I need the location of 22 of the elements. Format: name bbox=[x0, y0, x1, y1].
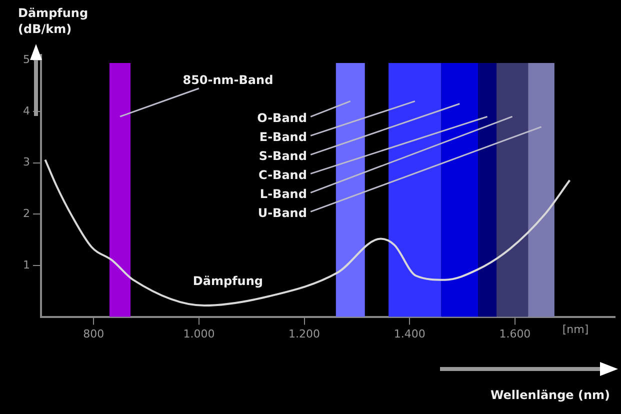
line-series bbox=[44, 158, 571, 307]
x-tick-label: 1.400 bbox=[394, 327, 426, 340]
y-tick-label: 5 bbox=[23, 52, 30, 66]
band-label: C-Band bbox=[258, 168, 307, 182]
y-tick-label: 1 bbox=[23, 258, 30, 272]
y-tick-label: 3 bbox=[23, 156, 30, 169]
y-tick-label: 4 bbox=[23, 104, 30, 118]
y-axis-title: Dämpfung (dB/km) bbox=[18, 6, 88, 36]
band-label: S-Band bbox=[258, 148, 307, 163]
text: [nm] bbox=[562, 323, 589, 336]
band-label: O-Band bbox=[257, 110, 307, 125]
x-tick-label: 800 bbox=[83, 327, 104, 340]
band-label: E-Band bbox=[259, 130, 307, 144]
band-label: L-Band bbox=[260, 186, 307, 201]
series-label: Dämpfung bbox=[192, 274, 263, 288]
x-axis-title: Wellenlänge (nm) bbox=[490, 388, 610, 402]
x-tick-label: 1.600 bbox=[499, 327, 531, 340]
band-label: U-Band bbox=[258, 206, 307, 220]
x-tick-label: 1.200 bbox=[288, 327, 320, 340]
band-label: 850-nm-Band bbox=[182, 72, 274, 87]
x-tick-label: 1.000 bbox=[183, 327, 215, 340]
y-tick-label: 2 bbox=[23, 206, 30, 220]
